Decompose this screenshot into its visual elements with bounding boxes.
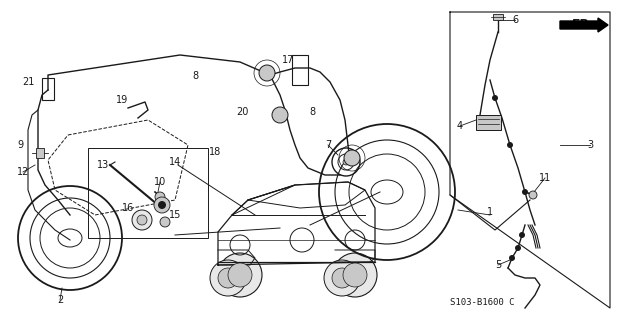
Circle shape <box>344 150 360 166</box>
Circle shape <box>155 192 165 202</box>
Text: 15: 15 <box>169 210 181 220</box>
Circle shape <box>507 142 513 148</box>
Text: 11: 11 <box>539 173 551 183</box>
Circle shape <box>343 263 367 287</box>
Circle shape <box>154 197 170 213</box>
Text: 21: 21 <box>22 77 34 87</box>
Bar <box>493 14 503 20</box>
Circle shape <box>519 232 525 238</box>
Circle shape <box>210 260 246 296</box>
Text: 5: 5 <box>495 260 501 270</box>
Circle shape <box>132 210 152 230</box>
Text: 3: 3 <box>587 140 593 150</box>
Circle shape <box>272 107 288 123</box>
Text: 20: 20 <box>236 107 248 117</box>
Text: 13: 13 <box>97 160 109 170</box>
Bar <box>88 148 208 238</box>
Text: 12: 12 <box>17 167 29 177</box>
Circle shape <box>343 159 349 165</box>
Circle shape <box>332 268 352 288</box>
Circle shape <box>158 201 166 209</box>
Text: 8: 8 <box>309 107 315 117</box>
Circle shape <box>218 268 238 288</box>
Text: FR.: FR. <box>572 18 595 31</box>
Text: 7: 7 <box>325 140 331 150</box>
Circle shape <box>333 253 377 297</box>
Circle shape <box>509 255 515 261</box>
Circle shape <box>324 260 360 296</box>
Text: 16: 16 <box>122 203 134 213</box>
Circle shape <box>529 191 537 199</box>
FancyArrow shape <box>560 18 608 32</box>
Text: 9: 9 <box>17 140 23 150</box>
Circle shape <box>259 65 275 81</box>
Circle shape <box>492 95 498 101</box>
Bar <box>36 148 44 158</box>
Text: 14: 14 <box>169 157 181 167</box>
Text: 1: 1 <box>487 207 493 217</box>
Bar <box>292 55 308 85</box>
Circle shape <box>522 189 528 195</box>
Circle shape <box>515 245 521 251</box>
Circle shape <box>218 253 262 297</box>
Bar <box>476 115 501 130</box>
Circle shape <box>137 215 147 225</box>
Text: 17: 17 <box>282 55 294 65</box>
Text: 18: 18 <box>209 147 221 157</box>
Text: S103-B1600 C: S103-B1600 C <box>450 298 514 307</box>
Text: 4: 4 <box>457 121 463 131</box>
Text: 6: 6 <box>512 15 518 25</box>
Text: 19: 19 <box>116 95 128 105</box>
Circle shape <box>160 217 170 227</box>
Text: 2: 2 <box>57 295 63 305</box>
Bar <box>42 78 54 100</box>
Circle shape <box>228 263 252 287</box>
Text: 8: 8 <box>192 71 198 81</box>
Text: 10: 10 <box>154 177 166 187</box>
